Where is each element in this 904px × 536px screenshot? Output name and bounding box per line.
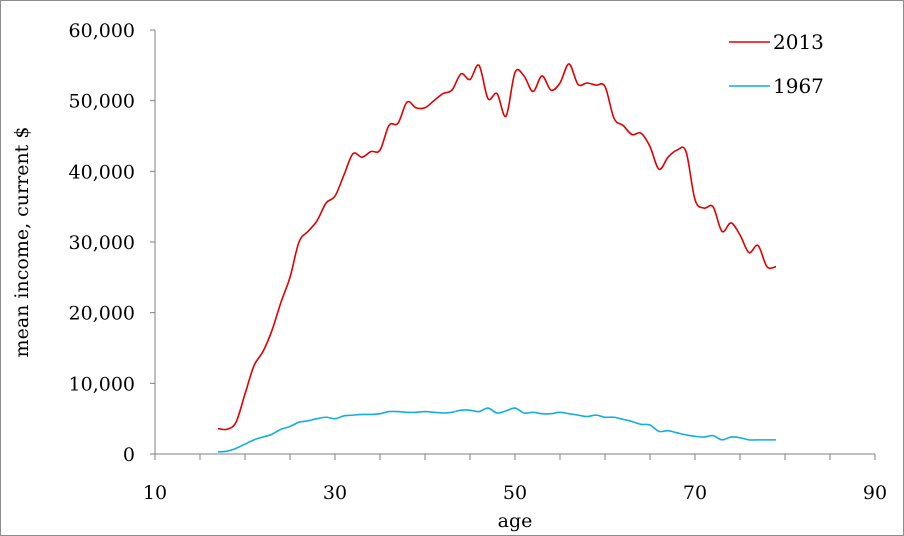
- axes: 0 10,000 20,000 30,000 40,000 50,000 60,000 10 3…: [69, 20, 888, 504]
- x-tick-label: 90: [863, 482, 887, 504]
- y-tick-label: 50,000: [69, 91, 135, 113]
- legend: 2013 1967: [729, 30, 824, 98]
- x-tick-label: 50: [503, 482, 527, 504]
- series-layer: [217, 63, 777, 453]
- x-axis-title: age: [498, 510, 533, 532]
- legend-label: 2013: [773, 30, 824, 54]
- x-tick-label: 10: [143, 482, 167, 504]
- y-tick-label: 20,000: [69, 303, 135, 325]
- x-tick-label: 30: [323, 482, 347, 504]
- y-tick-label: 0: [123, 444, 135, 466]
- legend-label: 1967: [773, 74, 824, 98]
- series-line-2013: [217, 63, 777, 431]
- y-tick-label: 60,000: [69, 20, 135, 42]
- y-tick-label: 30,000: [69, 232, 135, 254]
- y-tick-label: 10,000: [69, 373, 135, 395]
- x-tick-label: 70: [683, 482, 707, 504]
- y-tick-label: 40,000: [69, 161, 135, 183]
- y-axis-title: mean income, current $: [11, 127, 33, 358]
- series-line-1967: [217, 407, 776, 453]
